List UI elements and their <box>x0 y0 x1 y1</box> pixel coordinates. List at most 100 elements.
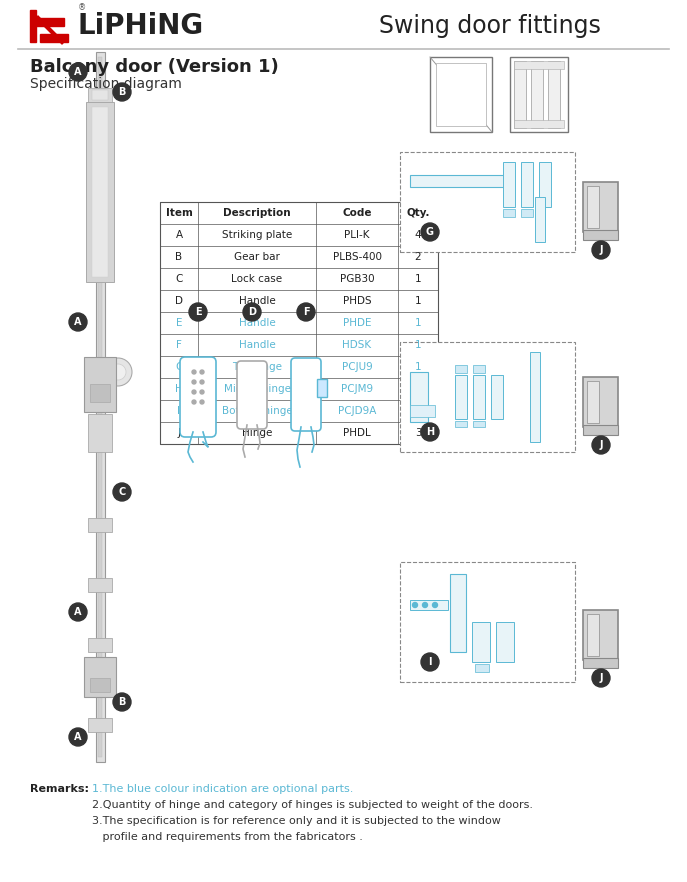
Text: H: H <box>175 384 183 394</box>
Bar <box>88 638 112 652</box>
Text: B: B <box>175 252 183 262</box>
Bar <box>430 57 492 132</box>
Bar <box>583 425 618 435</box>
Text: E: E <box>194 307 201 317</box>
Text: B: B <box>118 697 126 707</box>
Bar <box>36 18 64 26</box>
Bar <box>88 518 112 532</box>
Text: PLBS-400: PLBS-400 <box>333 252 381 262</box>
Circle shape <box>104 358 132 386</box>
Bar <box>587 614 599 656</box>
Text: B: B <box>118 87 126 97</box>
Circle shape <box>592 241 610 259</box>
Bar <box>530 352 540 442</box>
Bar <box>88 414 112 452</box>
Bar <box>400 152 575 252</box>
Text: profile and requirements from the fabricators .: profile and requirements from the fabric… <box>92 832 363 842</box>
Bar <box>587 186 599 228</box>
Circle shape <box>192 400 196 404</box>
Bar <box>531 61 543 128</box>
Circle shape <box>192 370 196 374</box>
Text: LiPHiNG: LiPHiNG <box>78 12 204 40</box>
Text: PGB30: PGB30 <box>339 274 374 284</box>
Text: H: H <box>426 427 434 437</box>
Text: 1.The blue colour indication are optional parts.: 1.The blue colour indication are optiona… <box>92 784 353 794</box>
Text: PHDL: PHDL <box>343 428 371 438</box>
Bar <box>548 61 560 128</box>
Bar <box>491 375 503 419</box>
Circle shape <box>592 669 610 687</box>
Circle shape <box>200 390 204 394</box>
Circle shape <box>113 693 131 711</box>
FancyBboxPatch shape <box>291 358 321 431</box>
Text: J: J <box>599 245 602 255</box>
Bar <box>92 90 108 100</box>
Bar <box>521 209 533 217</box>
Text: Description: Description <box>223 208 291 218</box>
Circle shape <box>423 602 427 608</box>
Bar <box>473 365 485 373</box>
Text: Item: Item <box>166 208 192 218</box>
Bar <box>88 88 112 102</box>
Circle shape <box>297 303 315 321</box>
Bar <box>84 357 116 412</box>
Bar <box>88 218 112 232</box>
Text: F: F <box>176 340 182 350</box>
Text: 1: 1 <box>415 318 421 328</box>
Bar <box>510 57 568 132</box>
Circle shape <box>412 602 418 608</box>
Bar <box>86 102 114 282</box>
FancyBboxPatch shape <box>237 361 267 429</box>
Text: 1: 1 <box>415 296 421 306</box>
Text: Handle: Handle <box>238 296 275 306</box>
Text: I: I <box>428 657 431 667</box>
Bar <box>90 678 110 692</box>
Circle shape <box>433 602 438 608</box>
Text: C: C <box>175 274 183 284</box>
Text: 3: 3 <box>415 428 421 438</box>
Circle shape <box>113 483 131 501</box>
Text: Specification diagram: Specification diagram <box>30 77 182 91</box>
FancyBboxPatch shape <box>180 357 216 437</box>
Bar <box>503 162 515 207</box>
Bar <box>514 120 564 128</box>
Text: J: J <box>177 428 181 438</box>
Text: 1: 1 <box>415 406 421 416</box>
Bar <box>583 230 618 240</box>
Text: Balcony door (Version 1): Balcony door (Version 1) <box>30 58 279 76</box>
Bar <box>521 162 533 207</box>
Circle shape <box>421 653 439 671</box>
Text: Striking plate: Striking plate <box>222 230 292 240</box>
Text: Code: Code <box>342 208 372 218</box>
Bar <box>473 375 485 419</box>
Bar <box>92 220 108 230</box>
Bar <box>400 562 575 682</box>
Bar <box>455 421 467 427</box>
Text: PHDE: PHDE <box>343 318 371 328</box>
Circle shape <box>69 728 87 746</box>
Circle shape <box>69 63 87 81</box>
Bar <box>88 578 112 592</box>
Bar <box>410 405 435 417</box>
Text: 2: 2 <box>415 252 421 262</box>
Bar <box>503 209 515 217</box>
Text: Gear bar: Gear bar <box>234 252 280 262</box>
Bar <box>436 63 486 126</box>
Circle shape <box>110 364 126 380</box>
Text: D: D <box>248 307 256 317</box>
Circle shape <box>200 370 204 374</box>
Text: PCJU9: PCJU9 <box>341 362 372 372</box>
Bar <box>400 342 575 452</box>
Text: 1: 1 <box>415 362 421 372</box>
Circle shape <box>192 380 196 384</box>
Circle shape <box>189 303 207 321</box>
Bar <box>160 202 438 444</box>
Text: PLI-K: PLI-K <box>344 230 370 240</box>
Bar <box>473 421 485 427</box>
Text: Middle hinge: Middle hinge <box>223 384 291 394</box>
Text: Lock case: Lock case <box>232 274 282 284</box>
Bar <box>450 574 466 652</box>
Text: A: A <box>74 607 82 617</box>
Text: A: A <box>74 732 82 742</box>
Bar <box>583 658 618 668</box>
